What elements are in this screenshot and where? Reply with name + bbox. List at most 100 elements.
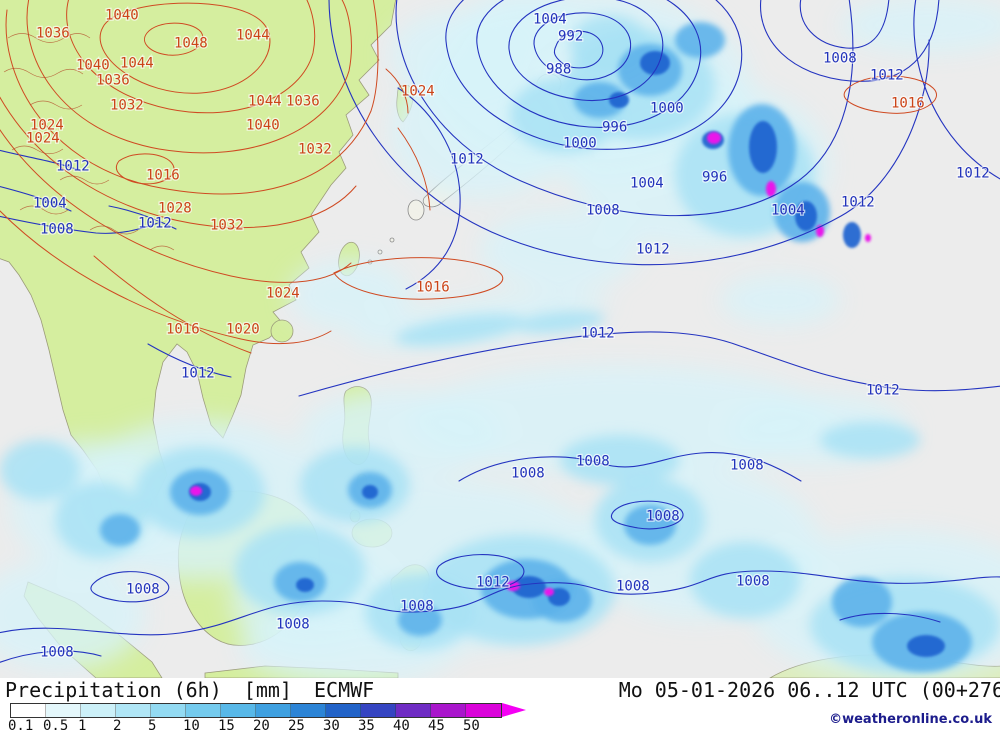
- pressure-label: 1008: [276, 617, 310, 633]
- pressure-label: 1028: [158, 201, 192, 217]
- scale-label: 1: [78, 718, 87, 733]
- scale-label: 30: [323, 718, 340, 733]
- pressure-label: 1008: [646, 509, 680, 525]
- pressure-label: 1024: [26, 131, 60, 147]
- pressure-label: 1012: [636, 242, 670, 258]
- map-datetime: Mo 05-01-2026 06..12 UTC (00+276: [618, 678, 1000, 702]
- weather-map: 1040 1036 1048 1044 1040 1044 1036 1032 1044 1036…: [0, 0, 1000, 678]
- pressure-label: 1012: [138, 216, 172, 232]
- colorbar-segment: [46, 704, 81, 717]
- scale-label: 45: [428, 718, 445, 733]
- pressure-label: 1016: [416, 280, 450, 296]
- legend-row: 0.1 0.5 1 2 5 10 15 20 25 30 35 40 45 50 ©weatheronli…: [0, 702, 1000, 733]
- pressure-label: 1040: [76, 58, 110, 74]
- pressure-label: 992: [558, 29, 583, 45]
- terrain-contour-squiggles: [3, 33, 175, 251]
- pressure-label: 1008: [823, 51, 857, 67]
- pressure-label: 1008: [616, 579, 650, 595]
- pressure-label: 1012: [181, 366, 215, 382]
- pressure-label: 1036: [36, 26, 70, 42]
- pressure-label: 1008: [40, 645, 74, 661]
- colorbar-segment: [11, 704, 46, 717]
- pressure-label: 1012: [476, 575, 510, 591]
- pressure-label: 1012: [870, 68, 904, 84]
- pressure-label: 1016: [146, 168, 180, 184]
- pressure-label: 1048: [174, 36, 208, 52]
- colorbar-segment: [291, 704, 326, 717]
- pressure-label: 1024: [401, 84, 435, 100]
- pressure-label: 1020: [226, 322, 260, 338]
- colorbar-segment: [221, 704, 256, 717]
- pressure-label: 1008: [730, 458, 764, 474]
- asia-mainland: [0, 0, 397, 546]
- pressure-label: 1008: [40, 222, 74, 238]
- pressure-label: 1044: [120, 56, 154, 72]
- colorbar-arrow: [502, 703, 526, 717]
- pressure-label: 1008: [400, 599, 434, 615]
- pressure-label: 1040: [246, 118, 280, 134]
- pressure-label: 1044: [236, 28, 270, 44]
- pressure-label: 1008: [511, 466, 545, 482]
- pressure-label: 1000: [650, 101, 684, 117]
- colorbar-segment: [151, 704, 186, 717]
- pressure-label: 1004: [630, 176, 664, 192]
- island-hainan: [270, 319, 294, 343]
- title-row: Precipitation (6h) [mm] ECMWF Mo 05-01-2…: [0, 678, 1000, 702]
- colorbar-segment: [361, 704, 396, 717]
- pressure-label: 1036: [286, 94, 320, 110]
- isobar-lines-blue: [0, 0, 1000, 663]
- scale-label: 25: [288, 718, 305, 733]
- precip-scale-labels: 0.1 0.5 1 2 5 10 15 20 25 30 35 40 45 50: [8, 718, 498, 733]
- island-ryukyu: [377, 249, 383, 255]
- scale-label: 0.5: [43, 718, 69, 733]
- scale-label: 10: [183, 718, 200, 733]
- pressure-label: 1000: [563, 136, 597, 152]
- pressure-label: 1008: [736, 574, 770, 590]
- precip-colorbar: [10, 703, 502, 718]
- scale-label: 50: [463, 718, 480, 733]
- pressure-label: 1004: [771, 203, 805, 219]
- precip-extreme: [190, 132, 871, 596]
- colorbar-segment: [466, 704, 501, 717]
- island-ryukyu: [389, 237, 395, 243]
- pressure-label: 996: [702, 170, 727, 186]
- scale-label: 35: [358, 718, 375, 733]
- pressure-label: 1008: [126, 582, 160, 598]
- pressure-label: 1012: [956, 166, 990, 182]
- map-title-model: ECMWF: [314, 678, 375, 702]
- pressure-label: 1044: [248, 94, 282, 110]
- pressure-label: 1012: [56, 159, 90, 175]
- copyright-link[interactable]: ©weatheronline.co.uk: [829, 712, 992, 727]
- pressure-label: 996: [602, 120, 627, 136]
- footer-bar: Precipitation (6h) [mm] ECMWF Mo 05-01-2…: [0, 678, 1000, 733]
- pressure-label: 1032: [110, 98, 144, 114]
- pressure-label: 1024: [30, 118, 64, 134]
- colorbar-segment: [256, 704, 291, 717]
- pressure-label: 1036: [96, 73, 130, 89]
- map-title-parameter: Precipitation (6h): [5, 678, 222, 702]
- scale-label: 15: [218, 718, 235, 733]
- pressure-label: 1012: [841, 195, 875, 211]
- pressure-label: 1032: [298, 142, 332, 158]
- pressure-label: 988: [546, 62, 571, 78]
- pressure-label: 1004: [533, 12, 567, 28]
- precip-dark: [189, 51, 945, 657]
- pressure-label: 1008: [586, 203, 620, 219]
- pressure-label: 1016: [891, 96, 925, 112]
- pressure-label: 1012: [866, 383, 900, 399]
- isobar-lines-red: [0, 0, 937, 354]
- pressure-label: 1016: [166, 322, 200, 338]
- colorbar-segment: [186, 704, 221, 717]
- colorbar-segment: [81, 704, 116, 717]
- scale-label: 5: [148, 718, 157, 733]
- pressure-label: 1032: [210, 218, 244, 234]
- precipitation-layer: [0, 0, 1000, 678]
- scale-label: 20: [253, 718, 270, 733]
- colorbar-segment: [431, 704, 466, 717]
- pressure-label: 1012: [450, 152, 484, 168]
- map-title-unit: [mm]: [243, 678, 292, 702]
- pressure-label: 1012: [581, 326, 615, 342]
- map-title: Precipitation (6h) [mm] ECMWF: [5, 678, 384, 702]
